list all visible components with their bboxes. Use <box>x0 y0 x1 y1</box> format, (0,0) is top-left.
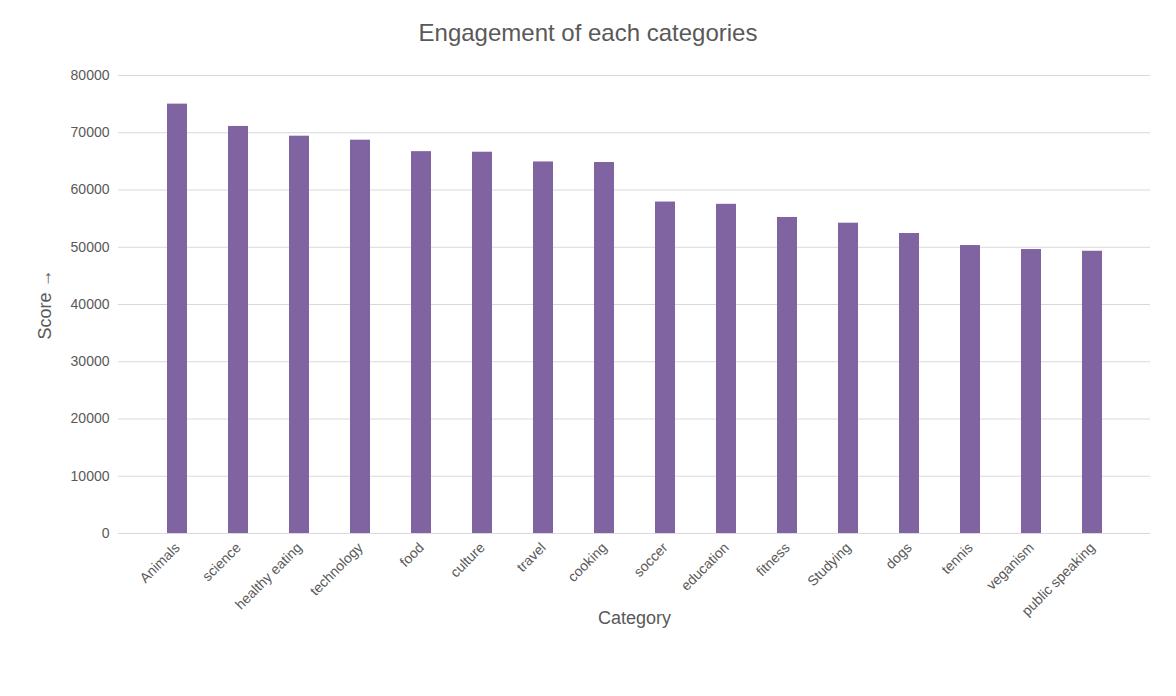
svg-text:50000: 50000 <box>71 239 110 255</box>
html-text:Engagement of each categories: Engagement of each categories <box>418 19 758 46</box>
svg-text:public speaking: public speaking <box>1018 539 1098 619</box>
svg-text:10000: 10000 <box>71 468 110 484</box>
svg-text:cooking: cooking <box>564 539 609 584</box>
svg-text:culture: culture <box>447 539 488 580</box>
svg-text:30000: 30000 <box>71 353 110 369</box>
svg-text:Score →: Score → <box>35 269 55 339</box>
svg-text:40000: 40000 <box>71 296 110 312</box>
svg-text:travel: travel <box>513 539 549 575</box>
svg-text:80000: 80000 <box>71 67 110 83</box>
svg-text:Animals: Animals <box>136 539 183 586</box>
svg-text:science: science <box>199 539 244 584</box>
svg-text:70000: 70000 <box>71 124 110 140</box>
svg-text:healthy eating: healthy eating <box>232 539 305 612</box>
svg-text:education: education <box>678 539 732 593</box>
svg-text:soccer: soccer <box>630 539 671 580</box>
svg-text:veganism: veganism <box>983 539 1037 593</box>
svg-text:fitness: fitness <box>753 539 793 579</box>
svg-text:Category: Category <box>598 608 671 628</box>
svg-text:food: food <box>396 539 427 570</box>
svg-text:60000: 60000 <box>71 181 110 197</box>
svg-text:dogs: dogs <box>882 539 915 572</box>
svg-text:Studying: Studying <box>804 539 854 589</box>
svg-text:tennis: tennis <box>938 539 976 577</box>
svg-text:technology: technology <box>307 539 366 598</box>
svg-text:0: 0 <box>102 525 110 541</box>
svg-text:20000: 20000 <box>71 410 110 426</box>
